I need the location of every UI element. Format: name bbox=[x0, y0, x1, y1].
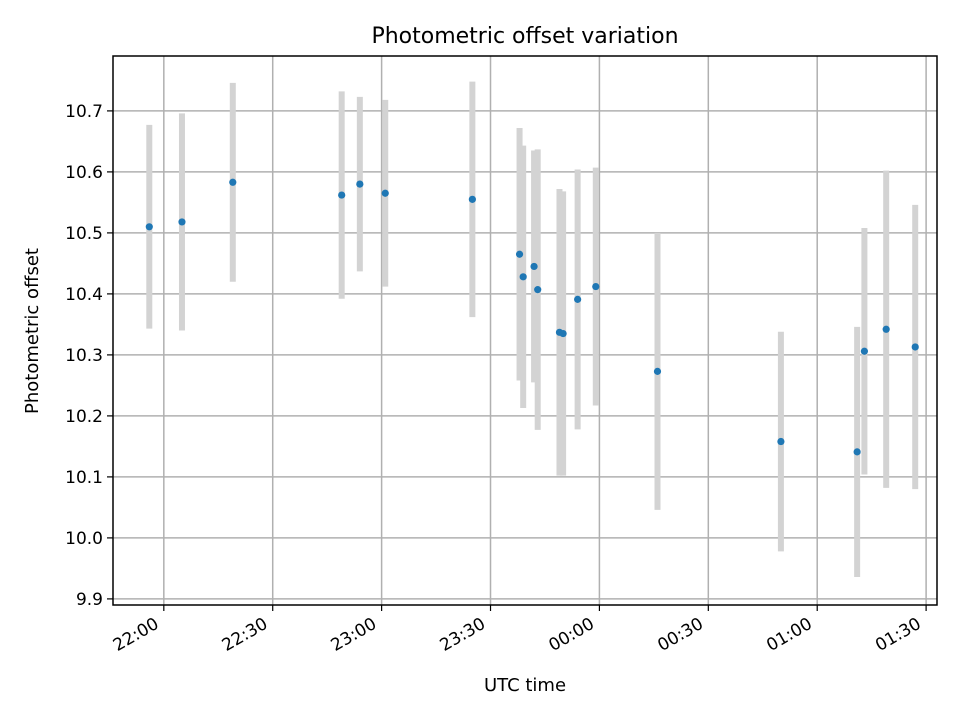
x-tick-label: 23:30 bbox=[437, 614, 489, 656]
data-point bbox=[777, 437, 785, 446]
data-point bbox=[882, 325, 890, 333]
y-tick-label: 10.4 bbox=[65, 285, 103, 305]
y-tick-label: 10.0 bbox=[65, 529, 103, 549]
error-bars bbox=[146, 81, 919, 577]
x-tick-label: 23:00 bbox=[328, 614, 380, 656]
data-point bbox=[468, 195, 476, 203]
data-point bbox=[515, 250, 524, 258]
x-tick-label: 22:30 bbox=[219, 614, 271, 656]
y-tick-label: 10.3 bbox=[65, 346, 103, 366]
data-point bbox=[356, 180, 364, 188]
y-tick-label: 10.1 bbox=[65, 468, 103, 488]
x-axis-label: UTC time bbox=[484, 675, 566, 696]
chart-title: Photometric offset variation bbox=[371, 24, 678, 49]
data-point bbox=[145, 223, 153, 231]
x-tick-label: 00:00 bbox=[545, 614, 597, 656]
y-axis-label: Photometric offset bbox=[22, 248, 43, 414]
x-axis-ticks: 22:00 22:30 23:00 23:30 00:00 00:30 01:00 01:30 bbox=[110, 605, 927, 656]
data-point bbox=[653, 367, 662, 375]
data-point bbox=[911, 343, 919, 351]
data-point bbox=[229, 178, 237, 186]
plot-frame bbox=[112, 55, 938, 606]
x-tick-label: 22:00 bbox=[110, 614, 162, 656]
data-point bbox=[530, 262, 538, 271]
y-tick-label: 10.7 bbox=[65, 102, 103, 122]
data-point bbox=[338, 191, 346, 199]
y-tick-label: 9.9 bbox=[76, 590, 103, 610]
data-point bbox=[860, 347, 869, 355]
data-point bbox=[574, 295, 582, 303]
data-point bbox=[178, 218, 186, 226]
x-tick-label: 01:00 bbox=[763, 614, 815, 656]
data-point bbox=[592, 282, 600, 291]
y-tick-label: 10.2 bbox=[65, 407, 103, 427]
y-tick-label: 10.5 bbox=[65, 224, 103, 244]
data-point bbox=[534, 286, 542, 294]
x-tick-label: 01:30 bbox=[872, 614, 924, 656]
y-tick-label: 10.6 bbox=[65, 163, 103, 183]
data-point bbox=[381, 189, 389, 197]
data-point bbox=[519, 273, 527, 281]
x-tick-label: 00:30 bbox=[654, 614, 706, 656]
data-points bbox=[145, 178, 919, 456]
data-point bbox=[559, 329, 567, 338]
y-axis-ticks: 9.9 10.0 10.1 10.2 10.3 10.4 10.5 10.6 10.7 bbox=[65, 102, 113, 610]
data-point bbox=[853, 448, 861, 456]
